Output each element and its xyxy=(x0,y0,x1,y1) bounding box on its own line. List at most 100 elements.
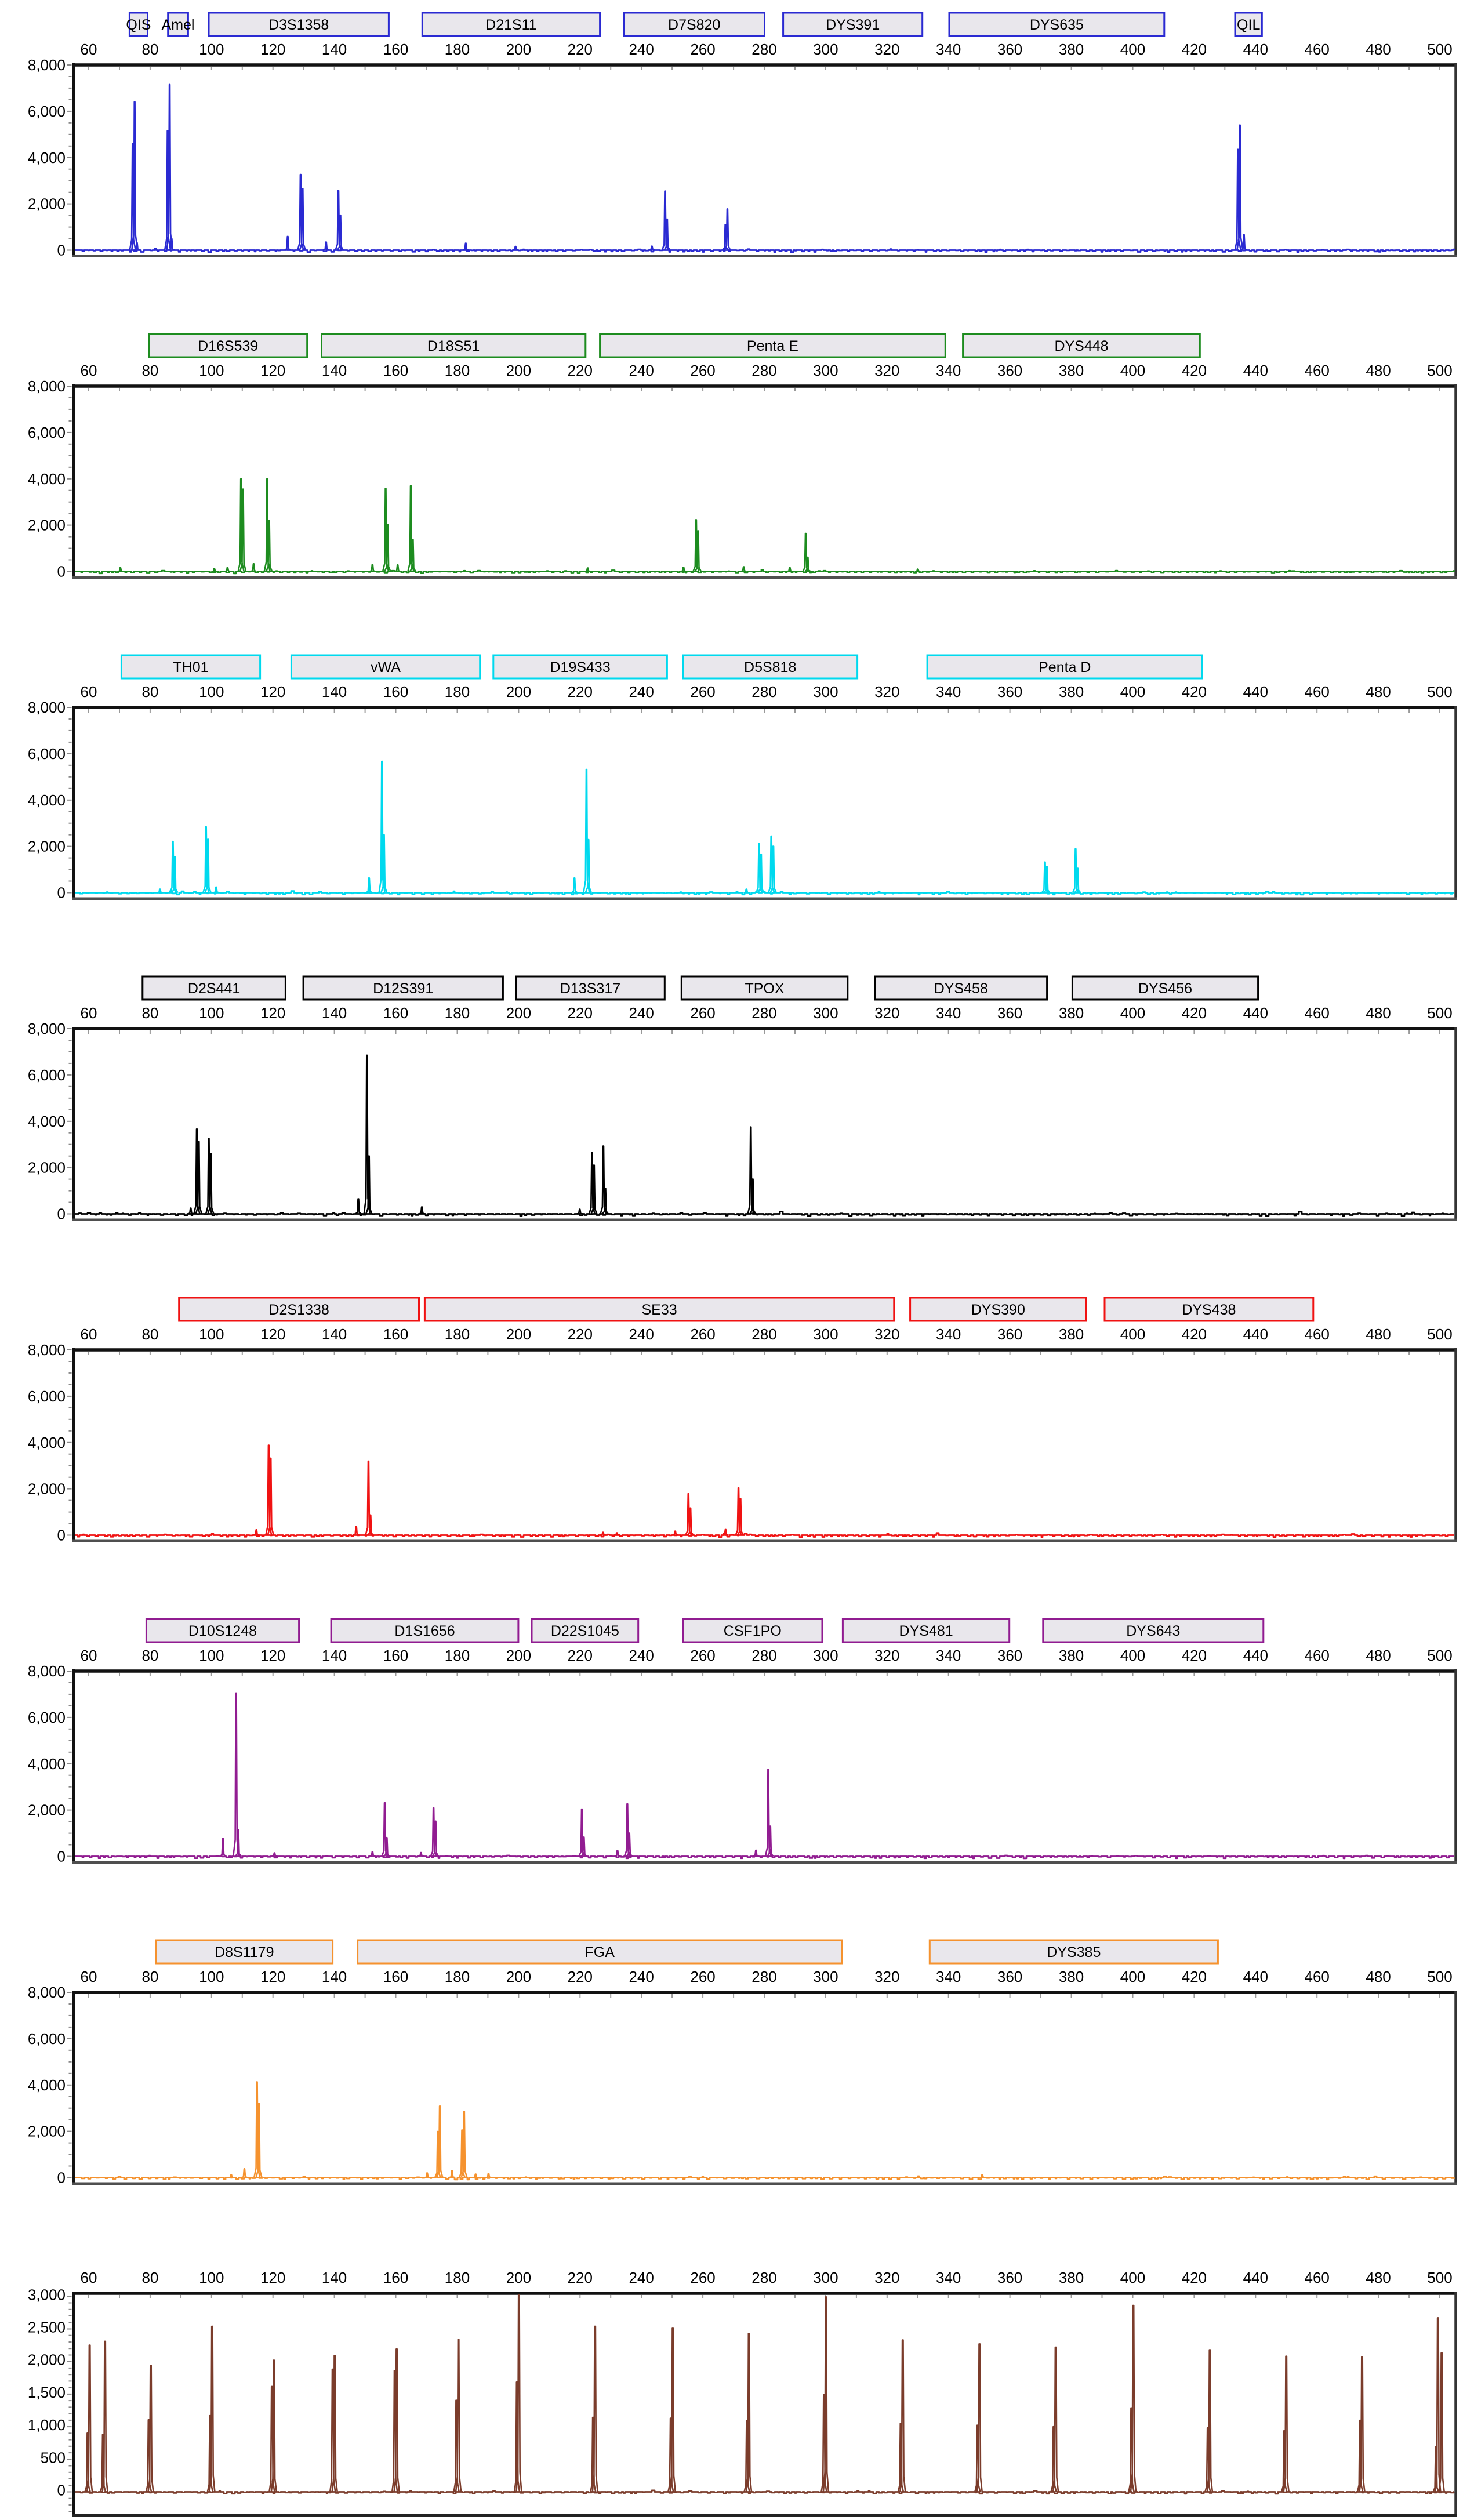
svg-text:440: 440 xyxy=(1243,41,1268,58)
svg-text:340: 340 xyxy=(936,1326,961,1343)
svg-text:420: 420 xyxy=(1182,1968,1207,1985)
svg-text:380: 380 xyxy=(1059,1326,1084,1343)
svg-text:400: 400 xyxy=(1120,362,1145,379)
svg-text:8,000: 8,000 xyxy=(28,1020,66,1037)
svg-text:60: 60 xyxy=(81,362,97,379)
svg-text:100: 100 xyxy=(199,683,224,700)
svg-text:500: 500 xyxy=(1427,362,1452,379)
svg-text:100: 100 xyxy=(199,362,224,379)
svg-text:0: 0 xyxy=(57,2169,66,2187)
svg-text:60: 60 xyxy=(81,41,97,58)
svg-text:1,000: 1,000 xyxy=(28,2416,66,2434)
svg-text:240: 240 xyxy=(629,1326,654,1343)
svg-text:TH01: TH01 xyxy=(173,659,208,676)
svg-text:420: 420 xyxy=(1182,1647,1207,1664)
svg-text:2,000: 2,000 xyxy=(28,517,66,534)
svg-text:220: 220 xyxy=(568,683,593,700)
svg-text:120: 120 xyxy=(260,1004,285,1022)
svg-text:440: 440 xyxy=(1243,2269,1268,2286)
svg-text:DYS391: DYS391 xyxy=(826,17,880,33)
svg-text:200: 200 xyxy=(506,1326,531,1343)
svg-text:D2S441: D2S441 xyxy=(188,981,240,997)
svg-text:6,000: 6,000 xyxy=(28,1066,66,1084)
svg-text:60: 60 xyxy=(81,1326,97,1343)
svg-text:80: 80 xyxy=(141,362,158,379)
svg-text:200: 200 xyxy=(506,1004,531,1022)
svg-text:60: 60 xyxy=(81,2269,97,2286)
svg-text:280: 280 xyxy=(751,683,776,700)
svg-text:D10S1248: D10S1248 xyxy=(188,1623,257,1639)
svg-text:160: 160 xyxy=(383,1968,408,1985)
svg-text:480: 480 xyxy=(1366,362,1391,379)
svg-text:160: 160 xyxy=(383,41,408,58)
svg-text:440: 440 xyxy=(1243,683,1268,700)
svg-text:DYS438: DYS438 xyxy=(1182,1302,1236,1318)
svg-text:80: 80 xyxy=(141,1004,158,1022)
svg-text:440: 440 xyxy=(1243,1647,1268,1664)
svg-text:2,000: 2,000 xyxy=(28,1480,66,1498)
svg-text:480: 480 xyxy=(1366,1647,1391,1664)
svg-text:D19S433: D19S433 xyxy=(550,659,610,676)
svg-text:QIS: QIS xyxy=(126,17,151,33)
svg-text:200: 200 xyxy=(506,362,531,379)
svg-text:0: 0 xyxy=(57,2482,66,2499)
svg-text:240: 240 xyxy=(629,1004,654,1022)
svg-text:100: 100 xyxy=(199,41,224,58)
svg-text:100: 100 xyxy=(199,1004,224,1022)
svg-text:120: 120 xyxy=(260,683,285,700)
svg-text:460: 460 xyxy=(1305,1004,1330,1022)
svg-text:260: 260 xyxy=(690,683,715,700)
svg-text:160: 160 xyxy=(383,2269,408,2286)
svg-text:440: 440 xyxy=(1243,1326,1268,1343)
svg-text:360: 360 xyxy=(997,1647,1022,1664)
svg-text:420: 420 xyxy=(1182,683,1207,700)
svg-text:240: 240 xyxy=(629,362,654,379)
svg-text:260: 260 xyxy=(690,362,715,379)
svg-text:380: 380 xyxy=(1059,1004,1084,1022)
svg-text:140: 140 xyxy=(322,1647,347,1664)
svg-text:200: 200 xyxy=(506,1647,531,1664)
svg-text:D7S820: D7S820 xyxy=(668,17,720,33)
svg-text:DYS448: DYS448 xyxy=(1054,338,1108,354)
svg-text:260: 260 xyxy=(690,1647,715,1664)
svg-text:D8S1179: D8S1179 xyxy=(215,1944,274,1960)
svg-text:320: 320 xyxy=(874,2269,899,2286)
svg-text:Penta E: Penta E xyxy=(747,338,798,354)
svg-text:300: 300 xyxy=(813,1004,838,1022)
svg-text:0: 0 xyxy=(57,1527,66,1544)
svg-text:240: 240 xyxy=(629,1968,654,1985)
svg-text:220: 220 xyxy=(568,1968,593,1985)
svg-text:TPOX: TPOX xyxy=(745,981,784,997)
svg-text:SE33: SE33 xyxy=(642,1302,677,1318)
svg-text:60: 60 xyxy=(81,1968,97,1985)
svg-text:180: 180 xyxy=(445,683,470,700)
svg-text:D1S1656: D1S1656 xyxy=(394,1623,455,1639)
svg-text:400: 400 xyxy=(1120,2269,1145,2286)
svg-text:320: 320 xyxy=(874,1968,899,1985)
svg-text:360: 360 xyxy=(997,362,1022,379)
svg-text:8,000: 8,000 xyxy=(28,377,66,395)
svg-text:D21S11: D21S11 xyxy=(485,17,537,33)
svg-text:460: 460 xyxy=(1305,683,1330,700)
svg-text:400: 400 xyxy=(1120,683,1145,700)
svg-text:60: 60 xyxy=(81,1004,97,1022)
svg-text:360: 360 xyxy=(997,1004,1022,1022)
svg-text:D3S1358: D3S1358 xyxy=(268,17,329,33)
svg-text:300: 300 xyxy=(813,1968,838,1985)
svg-text:120: 120 xyxy=(260,362,285,379)
svg-text:120: 120 xyxy=(260,1647,285,1664)
svg-text:DYS456: DYS456 xyxy=(1138,981,1192,997)
svg-text:340: 340 xyxy=(936,1647,961,1664)
svg-text:480: 480 xyxy=(1366,2269,1391,2286)
svg-text:2,000: 2,000 xyxy=(28,195,66,213)
svg-text:DYS458: DYS458 xyxy=(934,981,988,997)
svg-text:460: 460 xyxy=(1305,1647,1330,1664)
svg-text:160: 160 xyxy=(383,1326,408,1343)
svg-text:500: 500 xyxy=(1427,1326,1452,1343)
svg-text:140: 140 xyxy=(322,1968,347,1985)
svg-text:D18S51: D18S51 xyxy=(427,338,480,354)
svg-text:140: 140 xyxy=(322,1004,347,1022)
svg-text:D5S818: D5S818 xyxy=(744,659,796,676)
svg-text:260: 260 xyxy=(690,1326,715,1343)
svg-text:220: 220 xyxy=(568,2269,593,2286)
